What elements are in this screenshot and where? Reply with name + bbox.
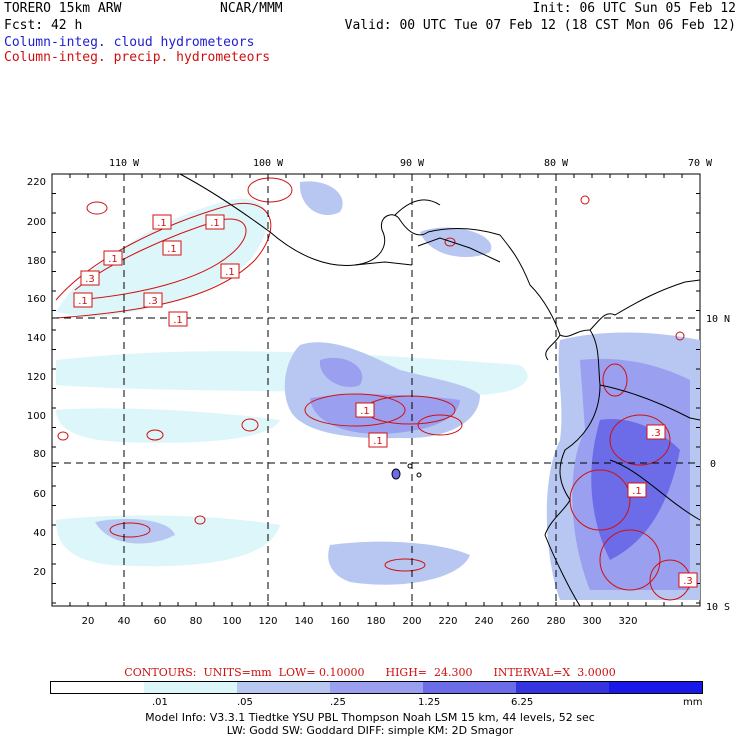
- contour-label: .1: [368, 432, 388, 448]
- y-tick-label: 120: [27, 372, 46, 383]
- x-tick-label: 240: [474, 616, 493, 627]
- colorbar-unit: mm: [683, 697, 703, 708]
- colorbar-label: .25: [330, 697, 346, 708]
- model-name: TORERO 15km ARW: [4, 1, 122, 16]
- y-tick-label: 200: [27, 217, 46, 228]
- y-tick-label: 20: [33, 567, 46, 578]
- svg-text:.3: .3: [85, 274, 95, 285]
- x-tick-label: 300: [582, 616, 601, 627]
- contour-label: .1: [355, 402, 375, 418]
- contour-label: .1: [627, 482, 647, 498]
- x-tick-label: 40: [118, 616, 131, 627]
- colorbar-segment: [609, 682, 702, 693]
- svg-text:.1: .1: [210, 218, 220, 229]
- contour-label: .3: [678, 572, 698, 588]
- lat-label-10s: 10 S: [706, 602, 730, 613]
- forecast-hour: Fcst: 42 h: [4, 18, 83, 33]
- x-tick-label: 120: [258, 616, 277, 627]
- svg-text:.1: .1: [78, 296, 88, 307]
- contour-label: .1: [162, 240, 182, 256]
- x-tick-label: 220: [438, 616, 457, 627]
- cloud-field-label: Column-integ. cloud hydrometeors: [4, 35, 255, 50]
- x-tick-label: 160: [330, 616, 349, 627]
- lon-label-90w: 90 W: [400, 158, 425, 169]
- svg-text:.1: .1: [632, 486, 642, 497]
- colorbar-label: 6.25: [511, 697, 534, 708]
- y-tick-label: 180: [27, 256, 46, 267]
- colorbar-segment: [237, 682, 330, 693]
- lat-label-0: 0: [710, 459, 716, 470]
- x-tick-label: 60: [154, 616, 167, 627]
- contour-label: .1: [205, 214, 225, 230]
- x-tick-label: 140: [294, 616, 313, 627]
- y-tick-label: 140: [27, 333, 46, 344]
- precip-contours: [55, 177, 691, 601]
- y-tick-label: 80: [33, 449, 46, 460]
- colorbar-segment: [144, 682, 237, 693]
- y-tick-label: 160: [27, 294, 46, 305]
- contour-label: .1: [103, 250, 123, 266]
- lon-label-110w: 110 W: [109, 158, 140, 169]
- contour-label: .1: [152, 214, 172, 230]
- x-tick-label: 180: [366, 616, 385, 627]
- x-tick-label: 100: [222, 616, 241, 627]
- contour-label: .3: [143, 292, 163, 308]
- lon-label-100w: 100 W: [253, 158, 284, 169]
- x-tick-label: 20: [82, 616, 95, 627]
- svg-text:.1: .1: [157, 218, 167, 229]
- contour-label: .1: [220, 263, 240, 279]
- x-tick-label: 200: [402, 616, 421, 627]
- colorbar-segment: [51, 682, 144, 693]
- colorbar-label: .05: [237, 697, 253, 708]
- y-tick-label: 60: [33, 489, 46, 500]
- colorbar-label: .01: [152, 697, 168, 708]
- y-tick-label: 100: [27, 411, 46, 422]
- model-info-line2: LW: Godd SW: Goddard DIFF: simple KM: 2D…: [226, 724, 514, 737]
- contour-label: .1: [73, 292, 93, 308]
- init-time: Init: 06 UTC Sun 05 Feb 12: [532, 1, 737, 16]
- organization: NCAR/MMM: [220, 1, 283, 16]
- colorbar-segment: [516, 682, 609, 693]
- contour-label: .1: [168, 311, 188, 327]
- svg-text:.3: .3: [148, 296, 158, 307]
- svg-text:.1: .1: [108, 254, 118, 265]
- x-tick-label: 80: [190, 616, 203, 627]
- model-info-line1: Model Info: V3.3.1 Tiedtke YSU PBL Thomp…: [145, 711, 595, 724]
- colorbar: [50, 681, 703, 694]
- y-tick-marks: [52, 173, 700, 604]
- svg-text:.1: .1: [167, 244, 177, 255]
- lon-label-80w: 80 W: [544, 158, 569, 169]
- x-tick-label: 280: [546, 616, 565, 627]
- svg-text:.3: .3: [683, 576, 693, 587]
- x-tick-label: 320: [618, 616, 637, 627]
- colorbar-label: 1.25: [418, 697, 441, 708]
- x-tick-label: 260: [510, 616, 529, 627]
- svg-text:.1: .1: [173, 315, 183, 326]
- svg-text:.1: .1: [360, 406, 370, 417]
- x-tick-marks: [51, 174, 701, 606]
- colorbar-segment: [330, 682, 423, 693]
- contours-info: CONTOURS: UNITS=mm LOW= 0.10000 HIGH= 24…: [124, 666, 616, 679]
- valid-time: Valid: 00 UTC Tue 07 Feb 12 (18 CST Mon …: [344, 18, 736, 33]
- coastlines: [179, 173, 701, 607]
- lat-label-10n: 10 N: [706, 314, 730, 325]
- svg-text:.3: .3: [651, 428, 661, 439]
- contour-label: .3: [80, 270, 100, 286]
- precip-field-label: Column-integ. precip. hydrometeors: [4, 50, 271, 65]
- svg-text:.1: .1: [373, 436, 383, 447]
- lon-label-70w: 70 W: [688, 158, 713, 169]
- graticule: [52, 174, 700, 606]
- svg-text:.1: .1: [225, 267, 235, 278]
- colorbar-segment: [423, 682, 516, 693]
- y-tick-label: 220: [27, 177, 46, 188]
- contour-label: .3: [646, 424, 666, 440]
- y-tick-label: 40: [33, 528, 46, 539]
